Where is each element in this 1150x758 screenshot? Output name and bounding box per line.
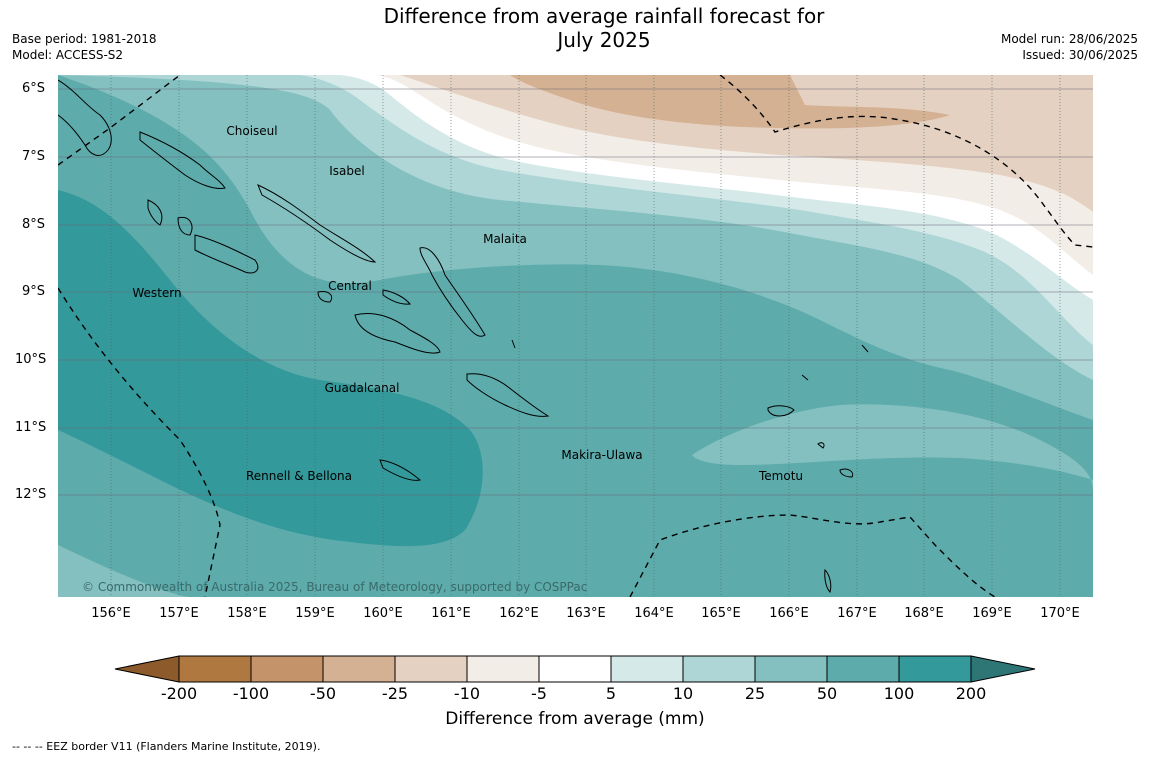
- legend-tick: 25: [744, 684, 766, 703]
- region-label-makira-ulawa: Makira-Ulawa: [561, 448, 643, 462]
- legend-tick: -50: [309, 684, 337, 703]
- lon-label: 168°E: [904, 606, 944, 621]
- legend-swatch: [250, 655, 324, 683]
- legend-swatch: [610, 655, 684, 683]
- graticule: [110, 75, 1061, 597]
- lat-label: 6°S: [22, 81, 46, 96]
- legend-tick: -10: [453, 684, 481, 703]
- legend-swatch: [826, 655, 900, 683]
- lon-label: 164°E: [634, 606, 674, 621]
- lon-label: 162°E: [499, 606, 539, 621]
- eez-footnote: -- -- -- EEZ border V11 (Flanders Marine…: [12, 740, 321, 753]
- legend-swatch: [970, 655, 1036, 683]
- lat-label: 12°S: [15, 487, 47, 502]
- legend-tick: 5: [605, 684, 617, 703]
- legend-tick: -100: [232, 684, 270, 703]
- lon-label: 170°E: [1040, 606, 1080, 621]
- eez-border: [58, 75, 1093, 597]
- lon-label: 161°E: [431, 606, 471, 621]
- lon-label: 158°E: [227, 606, 267, 621]
- region-label-malaita: Malaita: [483, 232, 527, 246]
- coastlines: [58, 79, 869, 593]
- region-label-rennell-bellona: Rennell & Bellona: [245, 469, 353, 483]
- map-title: Difference from average rainfall forecas…: [383, 4, 825, 52]
- lat-label: 8°S: [22, 217, 46, 232]
- legend-tick: -5: [531, 684, 547, 703]
- base-info: Base period: 1981-2018 Model: ACCESS-S2: [12, 31, 157, 63]
- legend-swatch: [538, 655, 612, 683]
- lon-label: 163°E: [566, 606, 606, 621]
- model-name: Model: ACCESS-S2: [12, 48, 124, 62]
- lon-label: 159°E: [295, 606, 335, 621]
- region-label-guadalcanal: Guadalcanal: [324, 381, 400, 395]
- legend-swatch: [898, 655, 972, 683]
- legend-swatch: [754, 655, 828, 683]
- legend-tick: 100: [883, 684, 915, 703]
- region-label-temotu: Temotu: [758, 469, 804, 483]
- legend-swatch: [466, 655, 540, 683]
- lat-label: 7°S: [22, 149, 46, 164]
- legend-swatch: [178, 655, 252, 683]
- legend-tick: 50: [816, 684, 838, 703]
- region-label-isabel: Isabel: [329, 164, 365, 178]
- legend-swatch: [322, 655, 396, 683]
- legend-swatch: [114, 655, 180, 683]
- legend-tick: -25: [381, 684, 409, 703]
- lon-label: 165°E: [701, 606, 741, 621]
- legend-tick: 200: [955, 684, 987, 703]
- lon-label: 169°E: [972, 606, 1012, 621]
- legend-tick: -200: [160, 684, 198, 703]
- lat-label: 10°S: [15, 352, 47, 367]
- lon-label: 166°E: [769, 606, 809, 621]
- region-label-choiseul: Choiseul: [226, 124, 278, 138]
- legend-swatch: [682, 655, 756, 683]
- model-run: Model run: 28/06/2025: [1000, 32, 1138, 46]
- lon-label: 156°E: [91, 606, 131, 621]
- lon-label: 157°E: [159, 606, 199, 621]
- region-label-central: Central: [328, 279, 372, 293]
- issued-date: Issued: 30/06/2025: [1022, 48, 1138, 62]
- rainfall-contours: [58, 75, 1093, 597]
- base-period: Base period: 1981-2018: [12, 32, 157, 46]
- lon-label: 160°E: [363, 606, 403, 621]
- run-info: Model run: 28/06/2025 Issued: 30/06/2025: [1001, 31, 1138, 63]
- lat-label: 11°S: [15, 420, 47, 435]
- legend-tick: 10: [672, 684, 694, 703]
- lon-label: 167°E: [837, 606, 877, 621]
- copyright-notice: © Commonwealth of Australia 2025, Bureau…: [82, 580, 588, 594]
- legend-title: Difference from average (mm): [445, 709, 705, 729]
- region-label-western: Western: [132, 286, 182, 300]
- legend-swatch: [394, 655, 468, 683]
- lat-label: 9°S: [22, 284, 46, 299]
